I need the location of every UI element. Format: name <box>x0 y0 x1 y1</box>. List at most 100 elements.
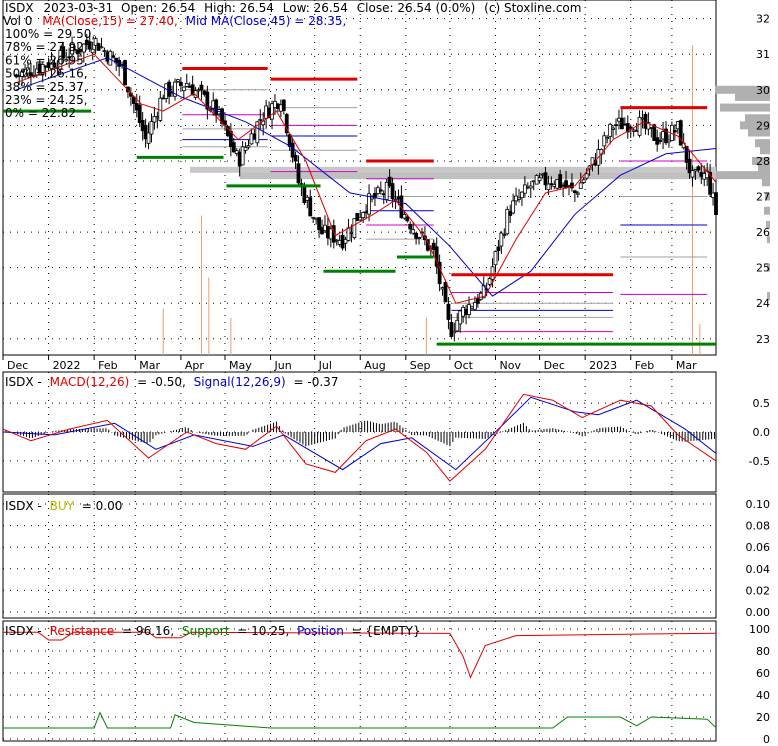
candle-body <box>205 91 210 110</box>
month-label: Mar <box>139 359 160 372</box>
candle-body <box>637 116 642 136</box>
candle-body <box>708 171 713 195</box>
candle-body <box>405 216 410 222</box>
price-y-axis: 23 24 25 26 27 28 29 30 31 32 <box>756 13 770 346</box>
candle-body <box>611 127 615 130</box>
candle-body <box>255 121 260 144</box>
candle-body <box>696 166 701 171</box>
header-ma15: MA(Close,15) = 27.40, <box>42 14 178 28</box>
candle-body <box>664 128 668 144</box>
candle-body <box>502 234 507 236</box>
candle-body <box>131 96 136 104</box>
candle-body <box>243 146 248 151</box>
buy-panel-frame <box>2 493 717 619</box>
y-tick-label: -0.5 <box>749 455 770 468</box>
ma45-line <box>16 57 717 297</box>
candle-body <box>108 50 113 66</box>
month-label: Dec <box>544 359 565 372</box>
candle-body <box>199 84 204 91</box>
macd-histogram <box>2 420 716 447</box>
month-label: Feb <box>635 359 654 372</box>
candle-body <box>473 302 477 310</box>
candle-body <box>402 213 407 219</box>
volume-profile-bar <box>767 292 770 301</box>
y-tick-label: 20 <box>756 711 770 724</box>
fib-labels: 100% = 29.50,78% = 27.92,61% = 26.95,50%… <box>5 27 95 120</box>
candle-body <box>176 79 180 82</box>
header-low: Low: 26.54 <box>283 1 348 15</box>
y-tick-label: 32 <box>756 13 770 26</box>
y-tick-label: 80 <box>756 645 770 658</box>
volume-profile-band <box>190 166 716 173</box>
candle-body <box>414 232 418 239</box>
macd-y-axis: 0.5 0.0 -0.5 <box>749 397 770 468</box>
candle-body <box>284 114 289 134</box>
y-tick-label: 25 <box>756 262 770 275</box>
y-tick-label: 0.5 <box>753 397 771 410</box>
candle-body <box>152 116 157 123</box>
rs-legend: ISDX - Resistance = 96.16, Support = 10.… <box>5 624 421 638</box>
rs-panel-frame <box>2 620 717 742</box>
macd-line <box>2 393 717 482</box>
candle-body <box>658 139 663 142</box>
volume-bars <box>162 45 701 355</box>
month-label: Sep <box>410 359 431 372</box>
month-label: 2023 <box>589 359 617 372</box>
candle-body <box>378 189 383 192</box>
candle-body <box>652 124 657 141</box>
candle-body <box>517 197 521 200</box>
volume-profile-band <box>240 171 716 180</box>
fib-label: 38% = 25.37, <box>5 80 88 94</box>
candle-body <box>449 322 454 337</box>
candle-body <box>467 304 471 315</box>
pos-label: Position <box>297 624 344 638</box>
buy-y-axis: 0.10 0.08 0.06 0.04 0.02 0.00 <box>746 498 771 619</box>
signal-value: = -0.37 <box>294 375 339 389</box>
candle-body <box>149 121 154 135</box>
candle-body <box>167 81 172 97</box>
fib-label: 0% = 22.82 <box>5 106 76 120</box>
header-high: High: 26.54 <box>204 1 274 15</box>
volume-profile-bar <box>748 128 770 137</box>
month-label: May <box>229 359 252 372</box>
month-axis: Dec 2022 Feb Mar Apr May Jun Jul Aug Sep Oct Nov Dec… <box>2 355 697 372</box>
candle-body <box>52 62 57 68</box>
month-label: 2022 <box>53 359 81 372</box>
buy-panel: 0.10 0.08 0.06 0.04 0.02 0.00 ISDX - BUY = 0.… <box>2 493 771 619</box>
signal-label: Signal(12,26,9) <box>194 375 286 389</box>
ma15-line <box>16 53 717 304</box>
rs-prefix: ISDX - <box>5 624 42 638</box>
header-vol: Vol 0 <box>3 14 32 28</box>
candle-body <box>620 117 624 130</box>
y-tick-label: 0 <box>763 733 770 746</box>
candle-body <box>558 174 563 188</box>
candles <box>14 32 718 342</box>
candle-body <box>367 193 371 215</box>
y-tick-label: 0.00 <box>746 606 771 619</box>
candle-body <box>575 192 580 195</box>
candle-body <box>490 266 495 280</box>
candle-body <box>61 46 66 59</box>
y-tick-label: 26 <box>756 226 770 239</box>
fib-label: 78% = 27.92, <box>5 40 88 54</box>
rs-panel: 100 80 60 40 20 0 ISDX - Resistance = 96.16, … <box>2 620 770 746</box>
y-tick-label: 0.08 <box>746 520 771 533</box>
y-tick-label: 29 <box>756 119 770 132</box>
fib-label: 100% = 29.50, <box>5 27 95 41</box>
candle-body <box>102 50 107 53</box>
candle-body <box>520 191 524 198</box>
y-tick-label: 23 <box>756 333 770 346</box>
candle-body <box>714 192 718 215</box>
candle-body <box>29 72 33 76</box>
candle-body <box>572 190 577 193</box>
candle-body <box>343 238 348 244</box>
fib-label: 23% = 24.25, <box>5 93 88 107</box>
fib-label: 50% = 26.16, <box>5 67 88 81</box>
candle-body <box>196 89 201 92</box>
volume-profile-bar <box>758 164 770 173</box>
candle-body <box>146 132 151 144</box>
price-panel: 23 24 25 26 27 28 29 30 31 32 ISDX 2023-03-31 Ope… <box>2 0 770 356</box>
candle-body <box>455 319 460 332</box>
candle-body <box>608 123 613 137</box>
y-tick-label: 31 <box>756 48 770 61</box>
